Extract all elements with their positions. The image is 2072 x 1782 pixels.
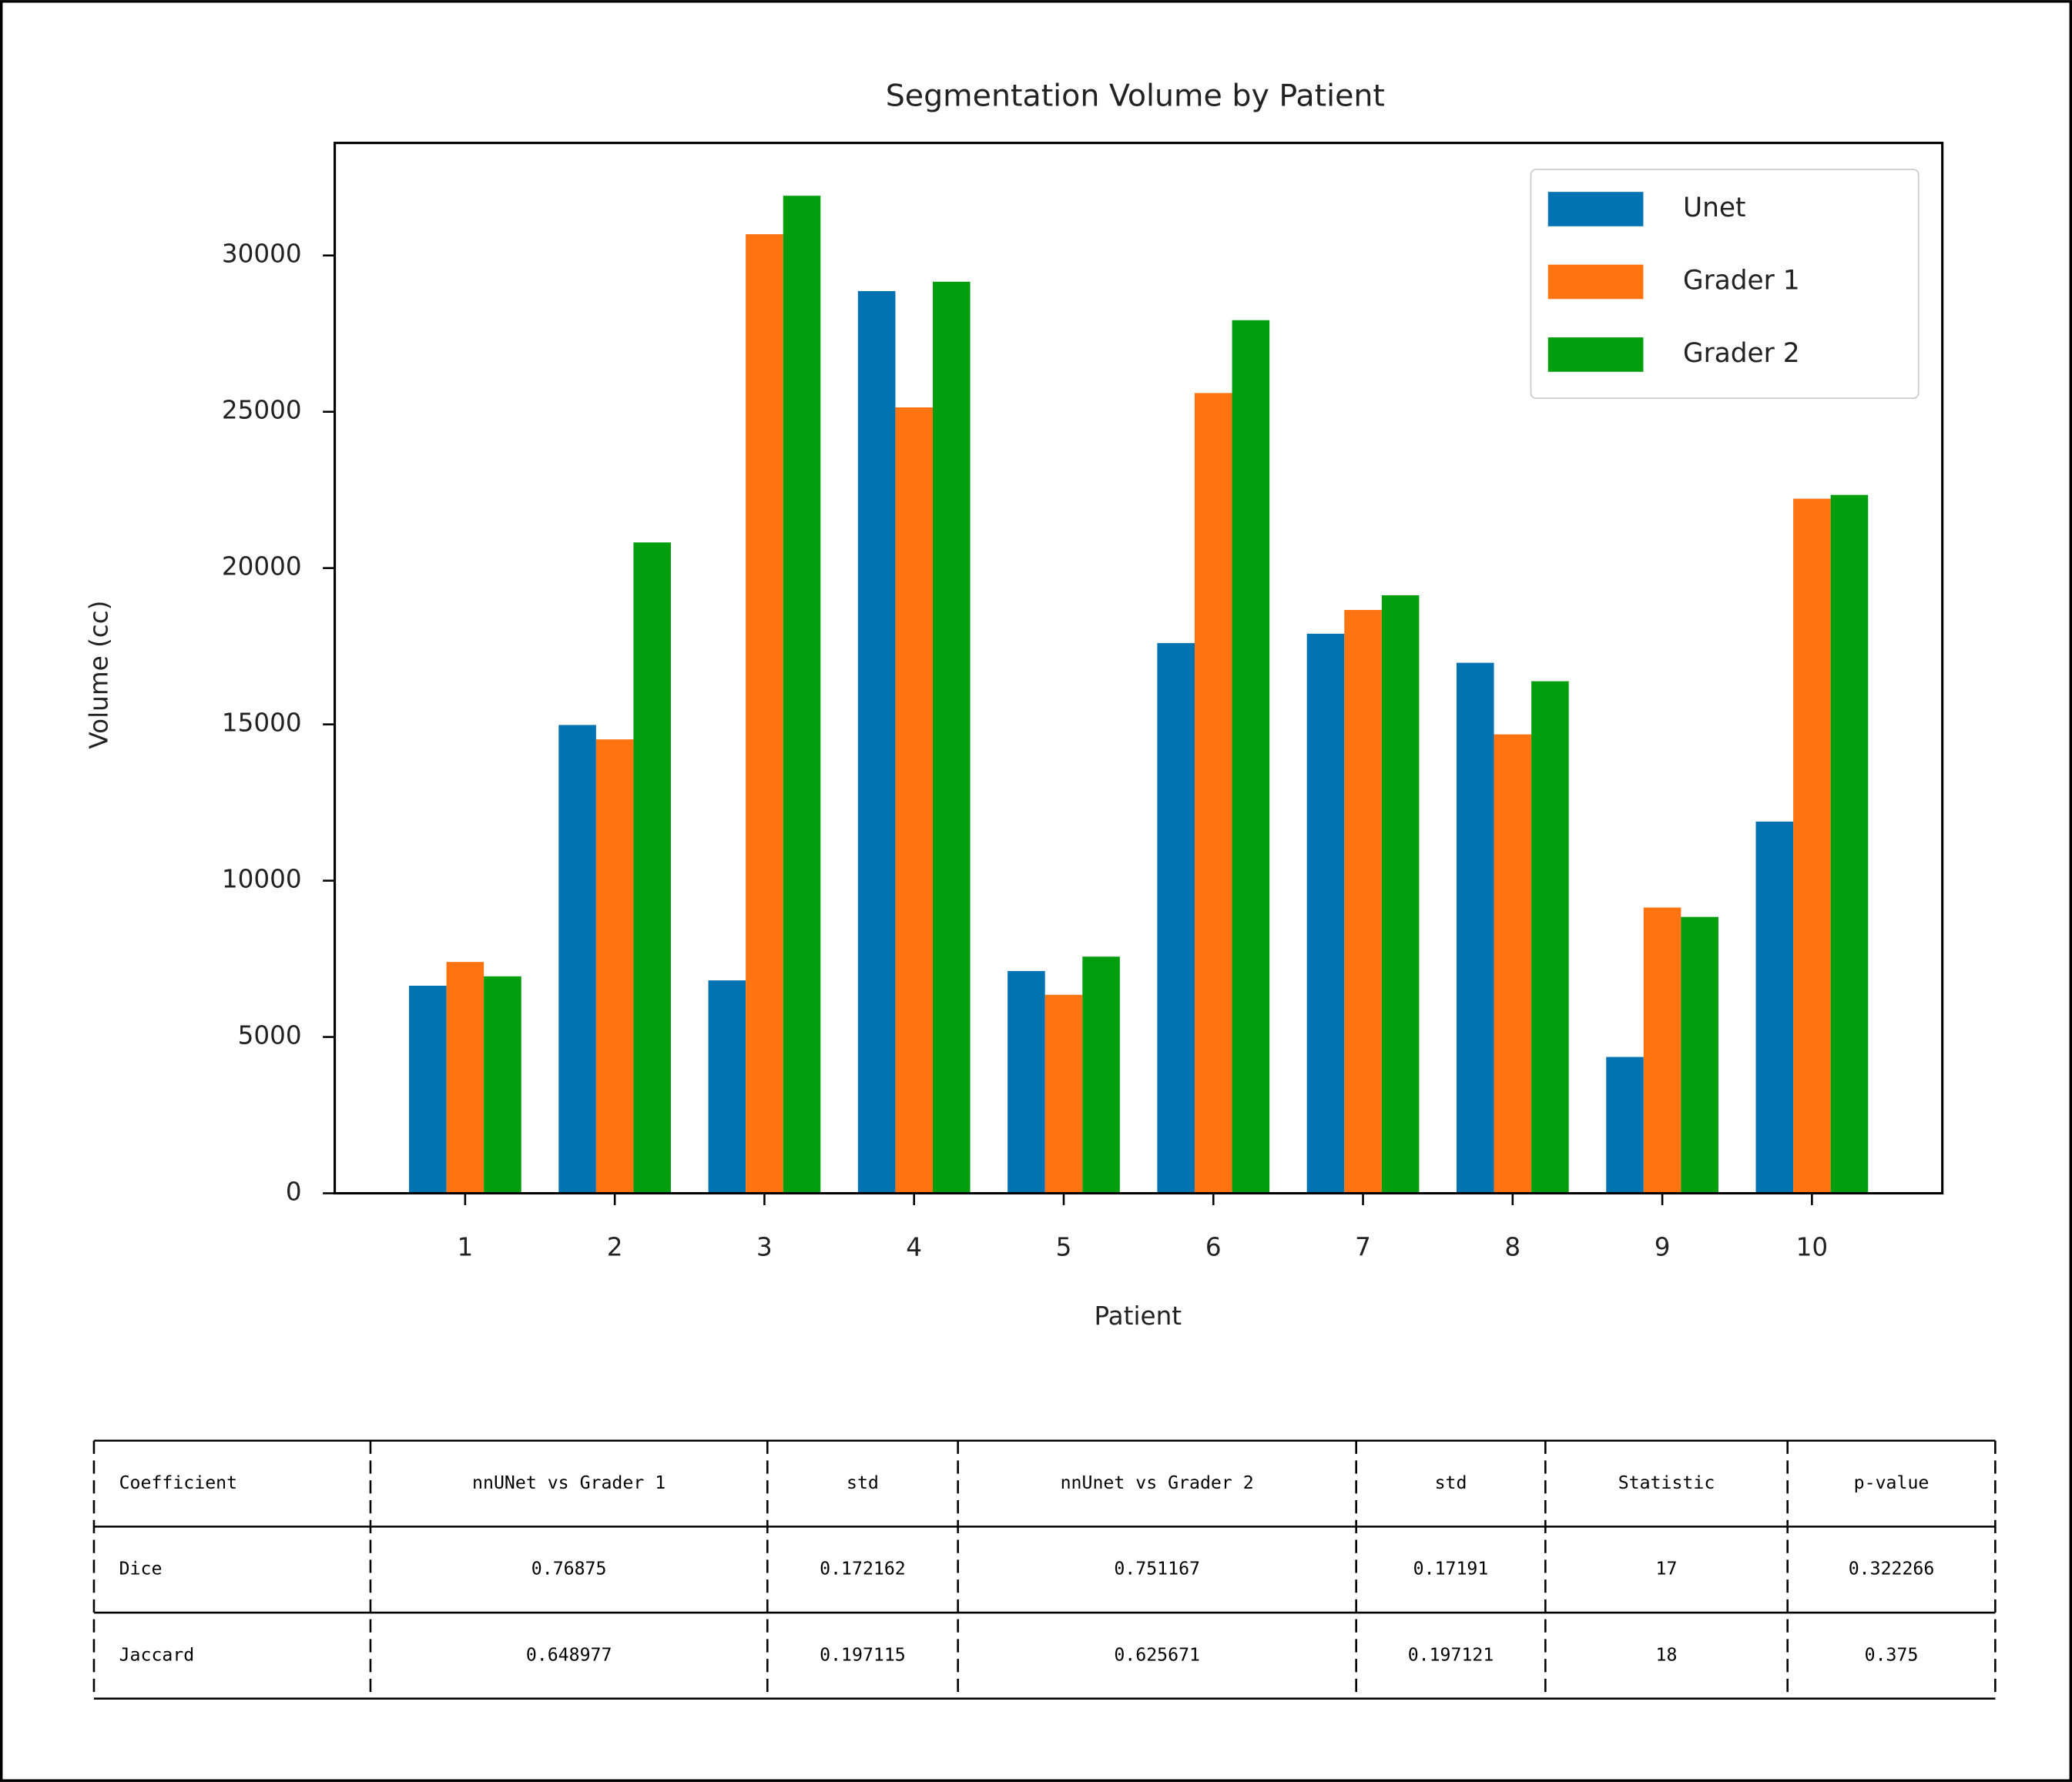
bar xyxy=(446,962,484,1194)
bar xyxy=(895,407,933,1194)
table-cell: Jaccard xyxy=(119,1644,195,1665)
bar xyxy=(1082,956,1120,1194)
bar xyxy=(1044,994,1083,1194)
bar xyxy=(484,976,521,1194)
y-tick-label: 25000 xyxy=(222,396,302,425)
table-header-cell: std xyxy=(847,1472,879,1493)
bar xyxy=(1157,643,1195,1194)
table-cell: 17 xyxy=(1656,1559,1678,1579)
x-tick-label: 10 xyxy=(1796,1233,1829,1262)
bar xyxy=(1830,494,1869,1194)
x-tick-label: 2 xyxy=(607,1233,623,1262)
legend-label: Grader 2 xyxy=(1683,338,1800,369)
table-header-cell: nnUnet vs Grader 2 xyxy=(1061,1472,1254,1493)
x-tick-label: 5 xyxy=(1056,1233,1072,1262)
y-axis-label: Volume (cc) xyxy=(85,601,114,749)
bar xyxy=(1681,916,1718,1194)
table-header-cell: Statistic xyxy=(1618,1472,1715,1493)
bar xyxy=(1531,681,1569,1194)
legend-swatch xyxy=(1547,264,1644,300)
table-cell: 0.375 xyxy=(1865,1644,1919,1665)
bar xyxy=(746,234,783,1194)
bar xyxy=(1194,393,1232,1194)
plot-frame xyxy=(334,142,1944,1195)
stats-table: Coefficient nnUNet vs Grader 1 std nnUnet v… xyxy=(92,1439,1997,1700)
bar xyxy=(1381,595,1420,1194)
bar xyxy=(1606,1057,1644,1194)
bar xyxy=(558,725,596,1194)
bar xyxy=(1306,633,1345,1194)
x-tick-label: 1 xyxy=(457,1233,473,1262)
table-cell: 0.17191 xyxy=(1413,1559,1489,1579)
table-cell: 0.648977 xyxy=(526,1644,612,1665)
bar xyxy=(1232,320,1270,1194)
table-cell: 0.76875 xyxy=(531,1559,607,1579)
x-axis-label: Patient xyxy=(1094,1301,1182,1331)
bar xyxy=(1793,498,1831,1194)
table-cell: 18 xyxy=(1656,1644,1678,1665)
table-cell: 0.197115 xyxy=(820,1644,906,1665)
bar xyxy=(857,291,896,1194)
table-cell: Dice xyxy=(119,1559,163,1579)
y-tick-label: 5000 xyxy=(238,1021,302,1050)
table-cell: 0.197121 xyxy=(1408,1644,1494,1665)
bar xyxy=(1344,610,1382,1194)
bar xyxy=(1008,970,1045,1194)
table-cell: 0.625671 xyxy=(1114,1644,1200,1665)
bar xyxy=(1494,734,1532,1194)
legend-swatch xyxy=(1547,337,1644,372)
x-tick-label: 9 xyxy=(1655,1233,1671,1262)
bar xyxy=(783,196,821,1194)
legend-label: Unet xyxy=(1683,193,1745,223)
table-header-cell: p-value xyxy=(1854,1472,1930,1493)
bar xyxy=(1456,662,1494,1194)
bar xyxy=(409,985,447,1194)
bar xyxy=(1643,907,1681,1194)
bar xyxy=(708,980,746,1194)
y-tick-label: 0 xyxy=(286,1177,302,1207)
table-header-cell: std xyxy=(1435,1472,1467,1493)
x-tick-label: 3 xyxy=(756,1233,773,1262)
x-tick-label: 7 xyxy=(1355,1233,1371,1262)
legend-label: Grader 1 xyxy=(1683,265,1800,296)
y-tick-label: 10000 xyxy=(222,865,302,894)
table-cell: 0.322266 xyxy=(1849,1559,1935,1579)
x-tick-label: 6 xyxy=(1205,1233,1222,1262)
y-tick-label: 15000 xyxy=(222,708,302,738)
y-tick-label: 30000 xyxy=(222,239,302,269)
bar xyxy=(932,281,971,1194)
bar xyxy=(595,739,634,1194)
bar xyxy=(633,542,672,1194)
x-tick-label: 8 xyxy=(1504,1233,1520,1262)
y-tick-label: 20000 xyxy=(222,552,302,581)
table-header-cell: Coefficient xyxy=(119,1472,237,1493)
chart-title: Segmentation Volume by Patient xyxy=(886,79,1385,114)
table-header-cell: nnUNet vs Grader 1 xyxy=(472,1472,666,1493)
bar xyxy=(1755,821,1794,1194)
x-tick-label: 4 xyxy=(906,1233,922,1262)
legend-swatch xyxy=(1547,192,1644,226)
table-cell: 0.751167 xyxy=(1114,1559,1200,1579)
table-cell: 0.172162 xyxy=(820,1559,906,1579)
